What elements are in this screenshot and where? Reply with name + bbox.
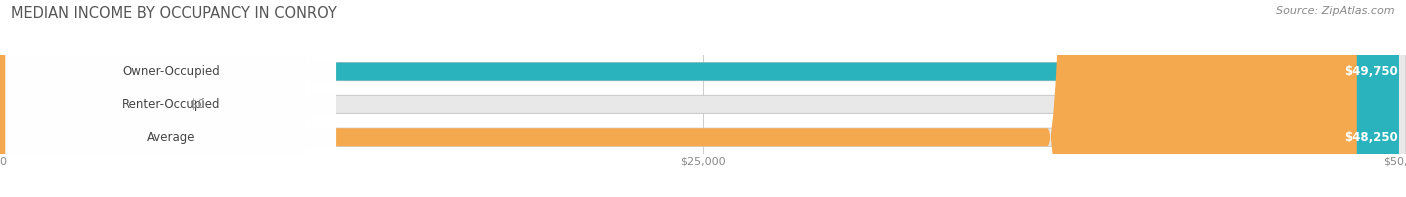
Text: Source: ZipAtlas.com: Source: ZipAtlas.com bbox=[1277, 6, 1395, 16]
FancyBboxPatch shape bbox=[6, 0, 336, 197]
Text: $48,250: $48,250 bbox=[1344, 131, 1398, 144]
FancyBboxPatch shape bbox=[6, 0, 336, 197]
Text: Renter-Occupied: Renter-Occupied bbox=[121, 98, 221, 111]
Text: Average: Average bbox=[146, 131, 195, 144]
Text: $0: $0 bbox=[190, 98, 205, 111]
Text: Owner-Occupied: Owner-Occupied bbox=[122, 65, 219, 78]
FancyBboxPatch shape bbox=[0, 0, 309, 197]
FancyBboxPatch shape bbox=[6, 0, 336, 197]
Text: MEDIAN INCOME BY OCCUPANCY IN CONROY: MEDIAN INCOME BY OCCUPANCY IN CONROY bbox=[11, 6, 337, 21]
Text: $49,750: $49,750 bbox=[1344, 65, 1398, 78]
FancyBboxPatch shape bbox=[0, 0, 1357, 197]
